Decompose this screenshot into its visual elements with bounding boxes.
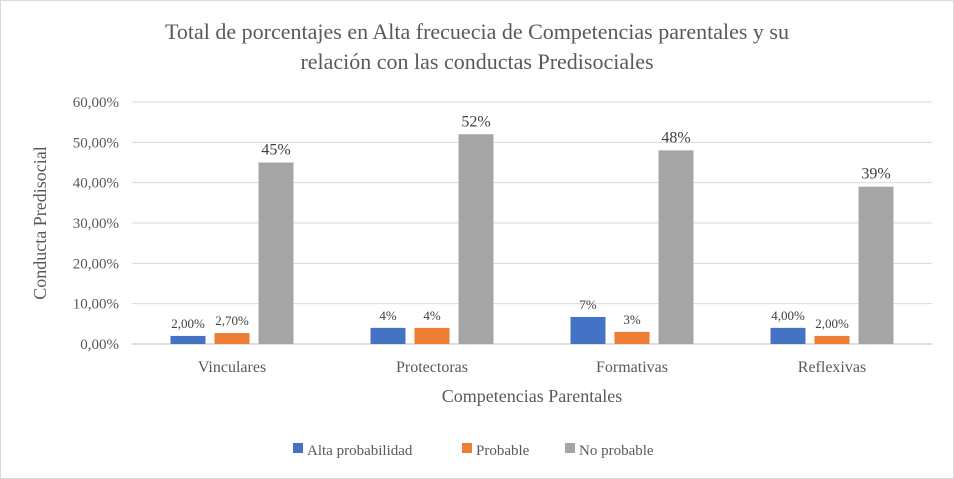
legend-label: Probable <box>476 443 530 459</box>
bar-alta-probabilidad <box>770 327 806 344</box>
bar-no-probable <box>258 162 294 344</box>
data-label: 2,00% <box>815 316 849 331</box>
data-label: 4% <box>423 308 441 323</box>
y-axis-title: Conducta Predisocial <box>30 146 50 299</box>
x-category-label: Reflexivas <box>798 359 866 376</box>
bar-no-probable <box>458 134 494 344</box>
data-label: 2,70% <box>215 313 249 328</box>
legend-swatch <box>565 443 575 453</box>
data-label: 2,00% <box>171 316 205 331</box>
x-category-label: Formativas <box>596 359 668 376</box>
y-tick-label: 20,00% <box>73 256 119 272</box>
y-tick-label: 60,00% <box>73 95 119 111</box>
chart-title-line: Total de porcentajes en Alta frecuecia d… <box>165 19 789 44</box>
x-axis-title: Competencias Parentales <box>442 386 622 406</box>
x-category-label: Vinculares <box>198 359 266 376</box>
x-category-label: Protectoras <box>396 359 468 376</box>
data-label: 7% <box>579 297 597 312</box>
data-label: 48% <box>661 129 690 146</box>
data-label: 39% <box>861 166 890 183</box>
bar-probable <box>414 327 450 344</box>
legend-swatch <box>293 443 303 453</box>
bar-no-probable <box>658 150 694 344</box>
bar-probable <box>614 331 650 344</box>
bar-probable <box>814 335 850 344</box>
bar-alta-probabilidad <box>570 316 606 344</box>
bar-alta-probabilidad <box>170 335 206 344</box>
data-label: 45% <box>261 142 290 159</box>
y-tick-label: 0,00% <box>80 337 119 353</box>
legend-label: No probable <box>579 443 654 459</box>
y-tick-label: 10,00% <box>73 297 119 313</box>
data-label: 52% <box>461 113 490 130</box>
y-tick-label: 30,00% <box>73 216 119 232</box>
bar-no-probable <box>858 186 894 344</box>
chart-title-line: relación con las conductas Predisociales <box>300 49 653 74</box>
data-label: 3% <box>623 312 641 327</box>
data-label: 4,00% <box>771 308 805 323</box>
legend-swatch <box>462 443 472 453</box>
bar-probable <box>214 333 250 344</box>
y-tick-label: 40,00% <box>73 176 119 192</box>
y-tick-label: 50,00% <box>73 135 119 151</box>
legend-label: Alta probabilidad <box>307 443 413 459</box>
data-label: 4% <box>379 308 397 323</box>
bar-alta-probabilidad <box>370 327 406 344</box>
